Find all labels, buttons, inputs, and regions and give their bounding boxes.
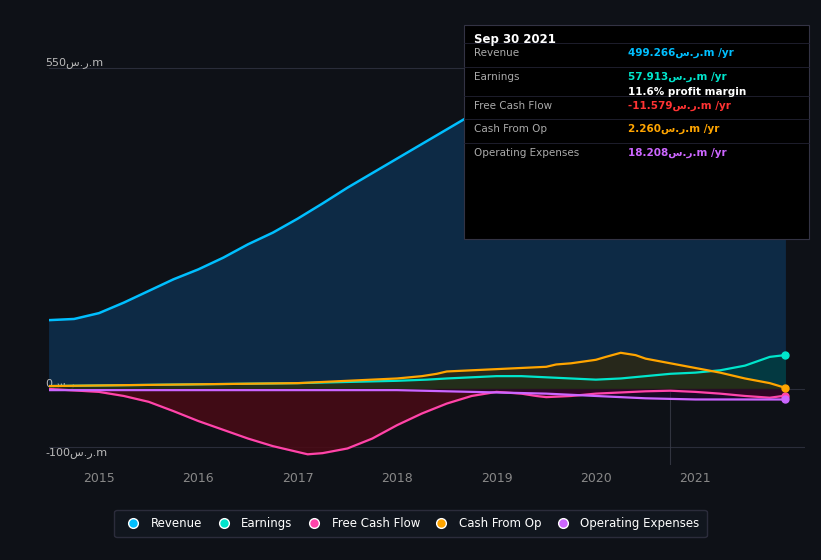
Text: Operating Expenses: Operating Expenses bbox=[474, 148, 579, 158]
Text: 11.6% profit margin: 11.6% profit margin bbox=[628, 87, 746, 97]
Text: Revenue: Revenue bbox=[474, 48, 519, 58]
Text: -100س.ر.m: -100س.ر.m bbox=[45, 447, 108, 458]
Text: 2.260س.ر.m /yr: 2.260س.ر.m /yr bbox=[628, 124, 719, 134]
Text: 499.266س.ر.m /yr: 499.266س.ر.m /yr bbox=[628, 48, 734, 58]
Text: 550س.ر.m: 550س.ر.m bbox=[45, 57, 103, 68]
Text: Earnings: Earnings bbox=[474, 72, 519, 82]
Text: 0س.ر.: 0س.ر. bbox=[45, 378, 79, 389]
Text: Cash From Op: Cash From Op bbox=[474, 124, 547, 134]
Text: Free Cash Flow: Free Cash Flow bbox=[474, 101, 552, 111]
Text: 57.913س.ر.m /yr: 57.913س.ر.m /yr bbox=[628, 72, 727, 82]
Legend: Revenue, Earnings, Free Cash Flow, Cash From Op, Operating Expenses: Revenue, Earnings, Free Cash Flow, Cash … bbox=[114, 510, 707, 537]
Text: Sep 30 2021: Sep 30 2021 bbox=[474, 32, 556, 46]
Text: 18.208س.ر.m /yr: 18.208س.ر.m /yr bbox=[628, 148, 727, 158]
Text: -11.579س.ر.m /yr: -11.579س.ر.m /yr bbox=[628, 101, 731, 111]
